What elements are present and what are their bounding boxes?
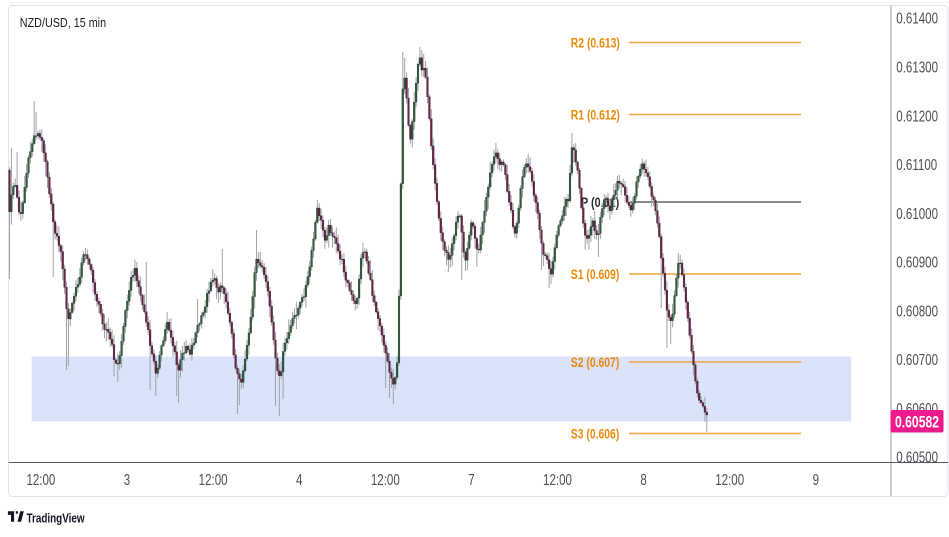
svg-text:0.60800: 0.60800 [896,303,938,320]
svg-text:4: 4 [296,472,303,489]
svg-text:R2 (0.613): R2 (0.613) [571,35,620,51]
svg-text:0.61000: 0.61000 [896,205,938,222]
svg-text:TradingView: TradingView [27,511,86,526]
svg-text:12:00: 12:00 [199,472,228,489]
svg-text:S2 (0.607): S2 (0.607) [571,355,619,371]
svg-text:R1 (0.612): R1 (0.612) [571,107,620,123]
svg-text:0.60700: 0.60700 [896,352,938,369]
svg-text:0.61200: 0.61200 [896,108,938,125]
svg-text:S3 (0.606): S3 (0.606) [571,426,619,442]
svg-text:0.60582: 0.60582 [895,414,939,432]
svg-text:12:00: 12:00 [26,472,55,489]
svg-text:NZD/USD, 15 min: NZD/USD, 15 min [20,15,106,30]
svg-text:0.61400: 0.61400 [896,10,938,27]
svg-text:12:00: 12:00 [371,472,400,489]
svg-text:7: 7 [468,472,474,489]
svg-text:12:00: 12:00 [715,472,744,489]
svg-text:12:00: 12:00 [543,472,572,489]
svg-text:0.60900: 0.60900 [896,254,938,271]
svg-text:0.61100: 0.61100 [896,156,937,173]
svg-text:S1 (0.609): S1 (0.609) [571,267,619,283]
svg-text:0.60500: 0.60500 [896,449,938,466]
svg-text:8: 8 [640,472,646,489]
svg-text:9: 9 [813,472,819,489]
svg-text:0.61300: 0.61300 [896,59,938,76]
svg-text:3: 3 [124,472,130,489]
